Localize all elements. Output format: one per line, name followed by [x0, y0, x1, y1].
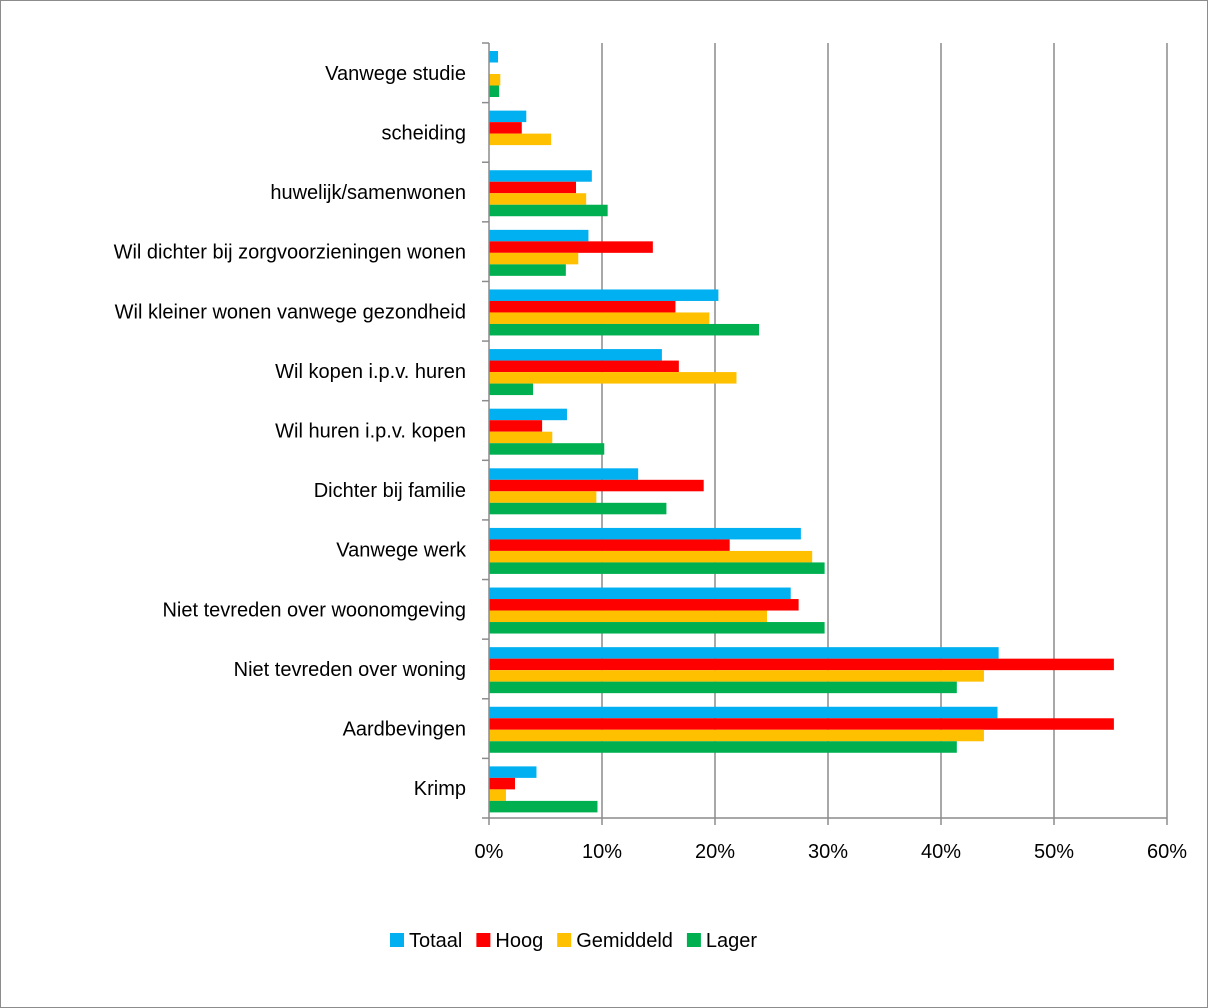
legend-swatch	[476, 933, 491, 947]
x-tick-labels: 0% 10% 20% 30% 40% 50% 60%	[475, 841, 1188, 863]
bar	[489, 622, 825, 634]
bar	[489, 766, 537, 778]
bar	[489, 718, 1114, 730]
category-label: Niet tevreden over woonomgeving	[162, 599, 466, 621]
bar	[489, 647, 999, 659]
bar	[489, 264, 566, 276]
bar	[489, 323, 760, 336]
bar	[489, 181, 577, 194]
x-tick-label: 0%	[475, 841, 504, 863]
gridlines	[601, 43, 1168, 818]
category-label: Aardbevingen	[343, 719, 466, 741]
category-label: Wil kopen i.p.v. huren	[275, 361, 466, 383]
bar	[489, 383, 534, 396]
category-label: Wil kleiner wonen vanwege gezondheid	[115, 301, 466, 323]
legend-swatch	[557, 933, 572, 947]
bar	[489, 800, 598, 813]
category-labels: Vanwege studie scheiding huwelijk/samenwon…	[114, 63, 467, 800]
bar	[489, 110, 527, 123]
bar	[489, 777, 515, 790]
legend-label: Lager	[706, 930, 757, 952]
category-label: Dichter bij familie	[314, 480, 466, 502]
category-label: Niet tevreden over woning	[234, 659, 466, 681]
bar	[489, 550, 813, 563]
x-tick-label: 20%	[695, 841, 735, 863]
category-label: Krimp	[414, 778, 466, 800]
legend-swatch	[390, 933, 404, 947]
bar	[489, 51, 499, 63]
bar	[489, 706, 998, 719]
bar	[489, 229, 589, 242]
x-tick-label: 50%	[1034, 841, 1074, 863]
bar	[489, 289, 719, 301]
bar	[489, 599, 799, 611]
bar	[489, 670, 984, 682]
bar	[489, 74, 501, 86]
bar	[489, 85, 500, 97]
bar	[489, 468, 639, 480]
bar	[489, 122, 522, 134]
bar	[489, 729, 984, 742]
bar	[489, 349, 662, 361]
bar	[489, 443, 605, 455]
category-label: Wil dichter bij zorgvoorzieningen wonen	[114, 242, 466, 264]
axes	[482, 42, 1168, 825]
bar	[489, 193, 587, 205]
bar	[489, 170, 592, 182]
category-label: Vanwege werk	[336, 540, 467, 562]
category-label: huwelijk/samenwonen	[270, 182, 466, 204]
x-tick-label: 60%	[1147, 841, 1187, 863]
bar	[489, 539, 730, 551]
bar	[489, 133, 552, 146]
legend-label: Totaal	[409, 930, 462, 952]
legend-label: Hoog	[495, 930, 543, 952]
legend: Totaal Hoog Gemiddeld Lager	[390, 930, 757, 952]
bar	[489, 372, 737, 384]
bar	[489, 479, 704, 492]
x-tick-label: 40%	[921, 841, 961, 863]
bar	[489, 312, 710, 324]
bar	[489, 658, 1114, 671]
bar	[489, 420, 543, 432]
category-label: Vanwege studie	[325, 63, 466, 85]
bar	[489, 491, 597, 503]
bar	[489, 789, 506, 801]
bar	[489, 502, 667, 515]
bar	[489, 681, 957, 694]
legend-label: Gemiddeld	[576, 930, 673, 952]
bar	[489, 204, 608, 217]
bar	[489, 300, 676, 313]
legend-swatch	[686, 933, 701, 947]
bar	[489, 360, 679, 373]
x-tick-label: 30%	[808, 841, 848, 863]
bar	[489, 252, 579, 265]
bar	[489, 562, 825, 574]
bar	[489, 527, 801, 540]
category-label: scheiding	[381, 122, 466, 144]
bar	[489, 241, 653, 253]
category-label: Wil huren i.p.v. kopen	[275, 421, 466, 443]
bar	[489, 587, 791, 600]
bar	[489, 741, 957, 753]
bar	[489, 610, 767, 623]
bars	[489, 51, 1114, 813]
bar	[489, 408, 567, 421]
x-tick-label: 10%	[582, 841, 622, 863]
bar	[489, 431, 553, 444]
